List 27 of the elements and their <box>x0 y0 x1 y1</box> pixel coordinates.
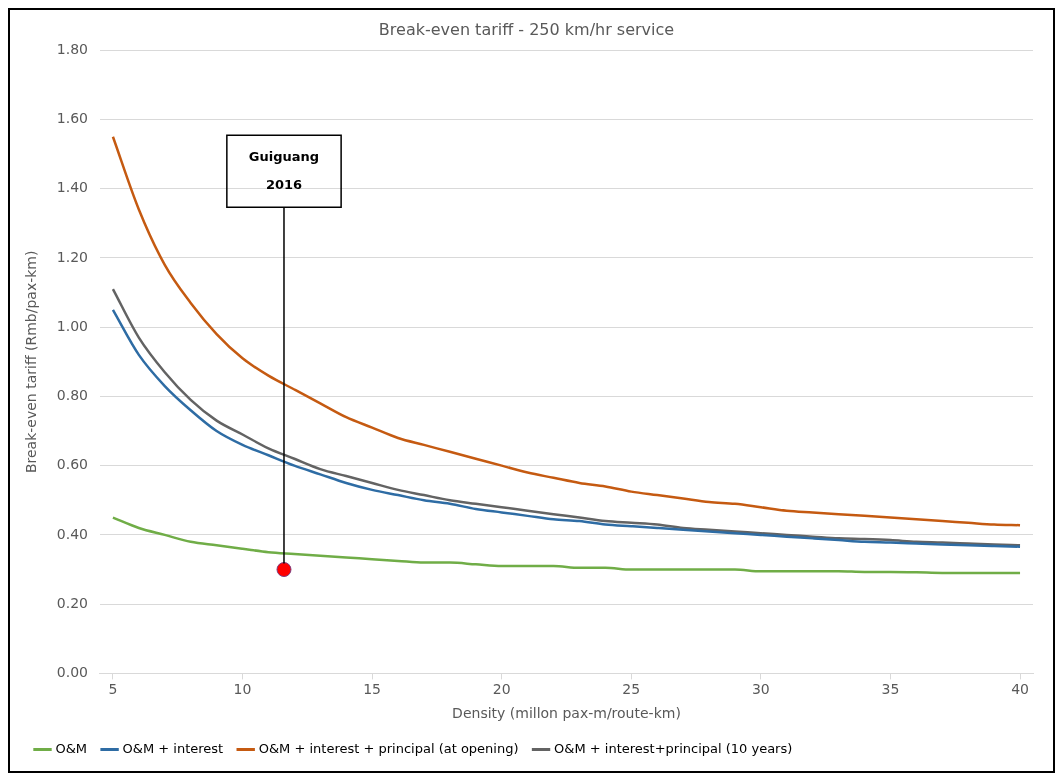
x-tick-label: 5 <box>108 681 118 698</box>
x-tick-label: 20 <box>492 681 511 698</box>
y-tick-label: 0.00 <box>56 664 88 681</box>
y-tick-label: 0.20 <box>56 594 88 611</box>
x-tick-label: 10 <box>233 681 252 698</box>
y-tick-label: 1.00 <box>56 317 88 334</box>
x-tick-label: 40 <box>1011 681 1029 698</box>
y-tick-label: 1.20 <box>56 248 88 265</box>
y-tick-label: 0.80 <box>56 387 88 404</box>
x-axis-title: Density (millon pax-m/route-km) <box>452 705 681 722</box>
x-tick-label: 35 <box>881 681 900 698</box>
y-tick-label: 1.80 <box>56 40 88 57</box>
line-series <box>111 516 1022 575</box>
chart-title: Break-even tariff - 250 km/hr service <box>378 19 675 39</box>
y-tick-label: 1.40 <box>56 179 88 196</box>
annotation: Guiguang 2016 <box>248 148 320 192</box>
legend-label: O&M <box>55 740 88 756</box>
legend-label: O&M + interest + principal (at opening) <box>258 740 519 756</box>
line-series <box>111 135 1022 527</box>
y-tick-label: 1.60 <box>56 110 88 127</box>
x-tick-label: 25 <box>622 681 641 698</box>
y-tick-label: 0.60 <box>56 456 88 473</box>
y-axis-title: Break-even tariff (Rmb/pax-km) <box>23 250 40 474</box>
x-tick-label: 30 <box>751 681 770 698</box>
x-tick-label: 15 <box>363 681 382 698</box>
y-tick-label: 0.40 <box>56 525 88 542</box>
legend-label: O&M + interest <box>122 740 224 756</box>
